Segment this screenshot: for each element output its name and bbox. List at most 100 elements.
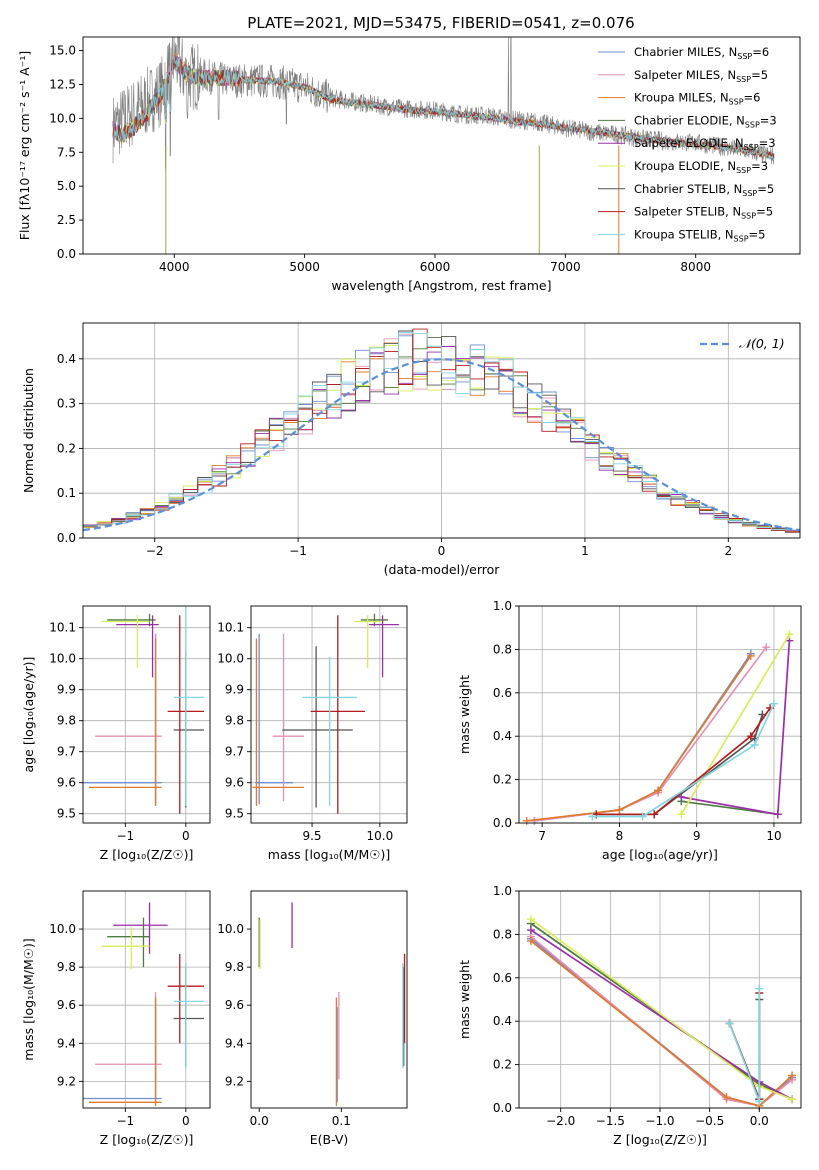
x-tick-label: −1: [116, 829, 134, 843]
series-line: [534, 653, 752, 822]
legend-label: Chabrier MILES, NSSP=6: [634, 45, 769, 61]
mass-weight-vs-Z-panel: −2.0 −1.5 −1.0 −0.5 0.0 0.0 0.2 0.4 0.6 0.8 1.0 Z […: [457, 884, 802, 1147]
series-line: [680, 633, 791, 815]
y-tick-label: 9.7: [225, 745, 244, 759]
y-tick-label: 0.6: [493, 971, 512, 985]
axes-frame: [82, 36, 801, 255]
y-axis-label: Flux [fλ10⁻¹⁷ erg cm⁻² s⁻¹ A⁻¹]: [17, 51, 32, 240]
y-tick-label: 9.5: [57, 807, 76, 821]
y-tick-label: 9.6: [57, 998, 76, 1012]
x-tick-label: 0.0: [250, 1114, 269, 1128]
y-axis-label: Normed distribution: [21, 368, 36, 493]
mass-vs-Z-plot: [83, 902, 204, 1107]
y-tick-label: 12.5: [49, 77, 76, 91]
x-tick-label: 2: [724, 544, 732, 558]
x-tick-label: 7000: [550, 260, 581, 274]
series-marker: [773, 810, 782, 819]
y-tick-label: 9.8: [225, 714, 244, 728]
series-marker: [725, 1019, 734, 1028]
y-tick-label: 2.5: [57, 213, 76, 227]
y-tick-label: 9.5: [225, 807, 244, 821]
legend-label: Salpeter MILES, NSSP=5: [634, 68, 768, 84]
y-tick-label: 9.4: [57, 1036, 76, 1050]
axes-frame: [250, 890, 408, 1109]
series-marker: [788, 1071, 797, 1080]
legend-label: Kroupa MILES, NSSP=6: [634, 91, 760, 107]
y-tick-label: 0.0: [57, 531, 76, 545]
x-tick-label: −1.5: [596, 1114, 625, 1128]
x-tick-label: 7: [538, 829, 546, 843]
mass-weight-vs-Z-plot: [526, 915, 797, 1110]
series-marker: [755, 1097, 764, 1106]
y-tick-label: 9.8: [57, 714, 76, 728]
series-marker: [746, 651, 755, 660]
series-line: [530, 922, 793, 1101]
y-tick-label: 9.9: [225, 683, 244, 697]
series-marker: [785, 630, 794, 639]
x-tick-label: 6000: [420, 260, 451, 274]
axes-frame: [250, 605, 408, 824]
legend-label: 𝒩(0, 1): [739, 336, 785, 351]
series-marker: [526, 915, 535, 924]
axes-frame: [82, 890, 211, 1109]
x-tick-label: 10.0: [367, 829, 394, 843]
y-tick-label: 10.0: [49, 922, 76, 936]
residuals-plot: [83, 328, 800, 534]
y-axis-label: mass [log₁₀(M/M☉)]: [21, 938, 36, 1060]
series-marker: [755, 984, 764, 993]
x-tick-label: 8000: [680, 260, 711, 274]
x-tick-label: 0: [182, 829, 190, 843]
x-tick-label: −2.0: [546, 1114, 575, 1128]
series-marker: [638, 812, 647, 821]
x-tick-label: 0: [438, 544, 446, 558]
series-line: [728, 999, 761, 1100]
x-axis-label: Z [log₁₀(Z/Z☉)]: [613, 1132, 707, 1147]
y-tick-label: 10.0: [49, 111, 76, 125]
x-tick-label: −1: [289, 544, 307, 558]
y-tick-label: 9.4: [225, 1036, 244, 1050]
series-line: [526, 655, 752, 822]
legend-label: Kroupa ELODIE, NSSP=3: [634, 159, 768, 175]
y-tick-label: 15.0: [49, 44, 76, 58]
legend-label: Salpeter ELODIE, NSSP=3: [634, 136, 776, 152]
x-tick-label: −2: [146, 544, 164, 558]
x-axis-label: E(B-V): [310, 1132, 349, 1147]
x-axis-label: age [log₁₀(age/yr)]: [602, 847, 718, 862]
spectrum-legend: Chabrier MILES, NSSP=6 Salpeter MILES, NS…: [598, 45, 777, 243]
legend-label: Chabrier ELODIE, NSSP=3: [634, 113, 777, 129]
y-axis-label: mass weight: [457, 675, 472, 754]
x-tick-label: 9: [693, 829, 701, 843]
x-tick-label: 10: [766, 829, 781, 843]
y-axis-label: mass weight: [457, 960, 472, 1039]
y-axis-label: age [log₁₀(age/yr)]: [21, 657, 36, 773]
series-marker: [526, 926, 535, 935]
y-tick-label: 0.8: [493, 927, 512, 941]
y-tick-label: 1.0: [493, 599, 512, 613]
y-tick-label: 0.8: [493, 642, 512, 656]
y-tick-label: 10.0: [217, 652, 244, 666]
series-marker: [769, 699, 778, 708]
y-tick-label: 10.0: [217, 922, 244, 936]
gaussian-curve: [83, 358, 800, 532]
x-tick-label: 4000: [159, 260, 190, 274]
y-tick-label: 9.7: [57, 745, 76, 759]
series-marker: [762, 643, 771, 652]
x-axis-label: Z [log₁₀(Z/Z☉)]: [100, 1132, 194, 1147]
x-tick-label: −1: [116, 1114, 134, 1128]
legend-label: Kroupa STELIB, NSSP=5: [634, 227, 765, 243]
x-tick-label: 0.0: [750, 1114, 769, 1128]
y-tick-label: 0.3: [57, 397, 76, 411]
y-tick-label: 9.8: [225, 960, 244, 974]
residuals-panel: −2 −1 0 1 2 0.0 0.1 0.2 0.3 0.4 (data-model)/error…: [21, 322, 801, 577]
y-tick-label: 0.1: [57, 486, 76, 500]
y-tick-label: 10.0: [49, 652, 76, 666]
mass-weight-vs-age-plot: [522, 630, 794, 825]
figure-title: PLATE=2021, MJD=53475, FIBERID=0541, z=0…: [247, 14, 634, 32]
y-tick-label: 10.1: [217, 621, 244, 635]
x-tick-label: 1: [581, 544, 589, 558]
y-tick-label: 9.6: [225, 776, 244, 790]
y-tick-label: 7.5: [57, 145, 76, 159]
series-line: [592, 703, 775, 818]
series-marker: [788, 1095, 797, 1104]
